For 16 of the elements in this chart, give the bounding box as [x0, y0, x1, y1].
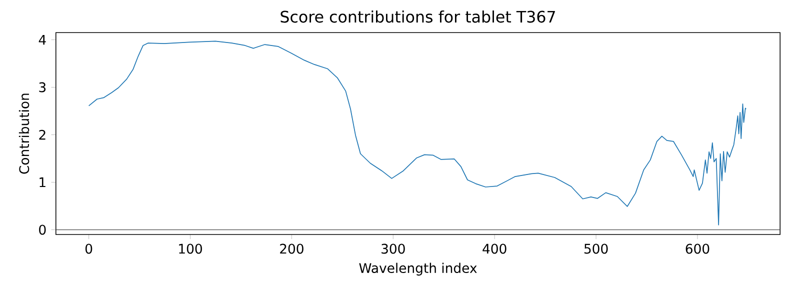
x-tick-label: 100 [179, 244, 202, 254]
y-tick-label: 1 [40, 177, 46, 188]
x-tick-label: 500 [584, 244, 608, 254]
x-tick-label: 200 [280, 244, 304, 254]
x-tick-label: 0 [85, 244, 92, 254]
y-tick-label: 4 [38, 34, 46, 45]
x-tick-label: 400 [482, 244, 506, 254]
y-tick-label: 3 [39, 82, 46, 92]
x-tick-label: 300 [382, 244, 405, 254]
x-tick-label: 600 [686, 244, 710, 254]
x-axis-title: Wavelength index [359, 262, 477, 276]
y-tick-label: 0 [39, 224, 46, 235]
chart-title: Score contributions for tablet T367 [280, 10, 555, 23]
y-tick-label: 2 [39, 130, 46, 140]
line-series [88, 40, 747, 226]
y-axis-title: Contribution [18, 94, 30, 174]
